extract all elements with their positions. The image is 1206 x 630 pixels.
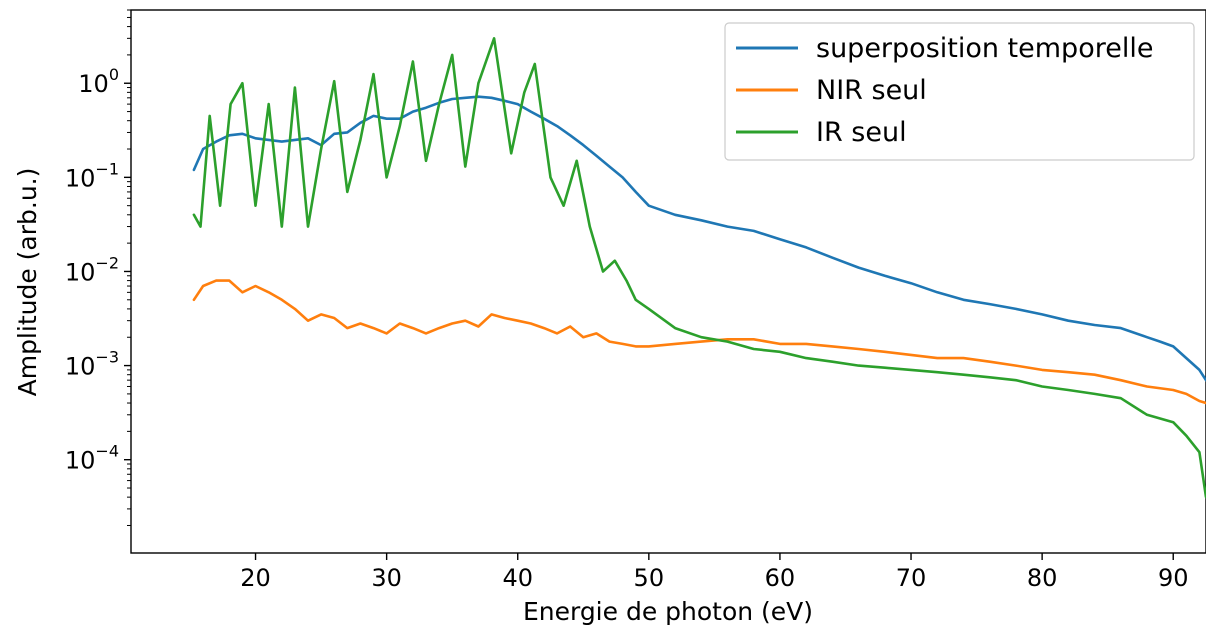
x-tick-label: 20 xyxy=(240,564,271,592)
legend: superposition temporelle NIR seul IR seu… xyxy=(724,22,1195,161)
plot-area: 20 30 40 50 60 70 80 90 100 10−1 10−2 10−3 10−4 xyxy=(65,9,1206,592)
x-axis-ticks: 20 30 40 50 60 70 80 90 xyxy=(240,553,1188,592)
y-tick-label: 10−3 xyxy=(65,348,119,381)
series-line-1 xyxy=(192,279,1206,405)
series-layer xyxy=(192,36,1206,499)
y-tick-label: 10−4 xyxy=(65,442,119,475)
x-tick-label: 90 xyxy=(1158,564,1189,592)
x-tick-label: 50 xyxy=(634,564,665,592)
y-tick-label: 100 xyxy=(78,65,119,98)
y-axis-label: Amplitude (arb.u.) xyxy=(13,168,42,397)
x-tick-label: 60 xyxy=(765,564,796,592)
x-axis-label: Energie de photon (eV) xyxy=(523,597,813,626)
series-line-0 xyxy=(192,95,1206,382)
legend-frame xyxy=(724,22,1195,161)
y-tick-label: 10−1 xyxy=(65,159,119,192)
x-tick-label: 30 xyxy=(371,564,402,592)
y-tick-label: 10−2 xyxy=(65,253,119,286)
legend-label-ir: IR seul xyxy=(816,117,907,148)
legend-label-superposition: superposition temporelle xyxy=(816,33,1153,64)
x-tick-label: 80 xyxy=(1027,564,1058,592)
legend-label-nir: NIR seul xyxy=(816,75,927,106)
series-line-2 xyxy=(192,36,1206,499)
x-tick-label: 70 xyxy=(896,564,927,592)
y-axis-ticks: 100 10−1 10−2 10−3 10−4 xyxy=(65,9,131,526)
x-tick-label: 40 xyxy=(502,564,533,592)
plot-frame xyxy=(130,9,1206,554)
